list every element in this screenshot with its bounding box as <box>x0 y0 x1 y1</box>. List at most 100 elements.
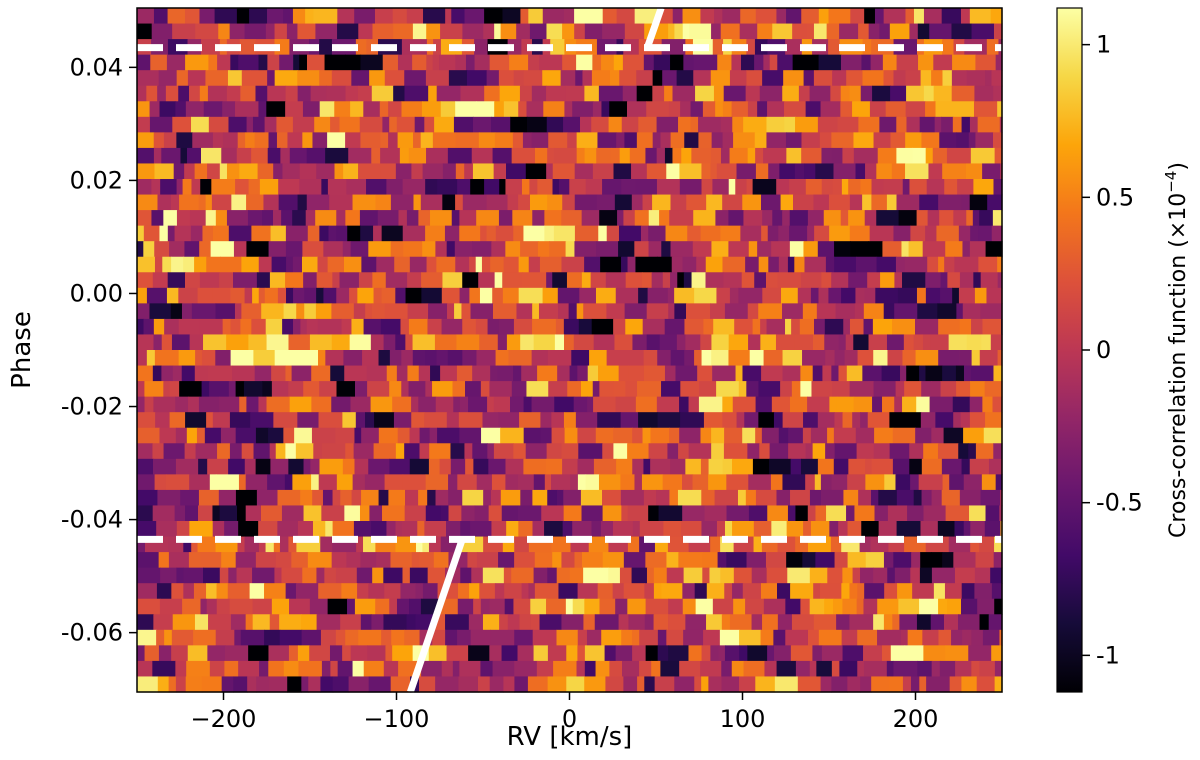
heatmap-cell <box>205 70 229 87</box>
heatmap-cell <box>801 8 820 25</box>
heatmap-cell <box>320 536 333 553</box>
heatmap-cell <box>389 350 402 367</box>
heatmap-cell <box>380 163 397 180</box>
heatmap-cell <box>315 210 337 227</box>
heatmap-cell <box>864 210 877 227</box>
heatmap-cell <box>491 521 507 538</box>
heatmap-cell <box>925 147 934 165</box>
heatmap-cell <box>656 396 680 413</box>
heatmap-cell <box>547 489 558 507</box>
heatmap-cell <box>993 365 1003 382</box>
heatmap-cell <box>563 318 580 336</box>
heatmap-cell <box>876 256 897 273</box>
heatmap-cell <box>940 272 948 289</box>
heatmap-cell <box>384 70 405 87</box>
heatmap-cell <box>869 101 887 118</box>
heatmap-cell <box>376 552 392 569</box>
heatmap-cell <box>531 132 549 149</box>
heatmap-cell <box>970 521 986 538</box>
heatmap-cell <box>945 241 964 258</box>
heatmap-cell <box>599 381 615 398</box>
heatmap-cell <box>871 194 888 211</box>
heatmap-cell <box>216 598 231 615</box>
heatmap-cell <box>265 318 283 336</box>
heatmap-cell <box>350 101 364 118</box>
heatmap-cell <box>745 489 757 507</box>
heatmap-cell <box>613 54 624 71</box>
heatmap-cell <box>429 443 452 460</box>
heatmap-cell <box>255 552 277 569</box>
heatmap-cell <box>925 225 938 242</box>
heatmap-cell <box>561 256 585 273</box>
heatmap-cell <box>428 645 448 662</box>
heatmap-cell <box>252 287 260 304</box>
heatmap-cell <box>975 552 995 569</box>
heatmap-cell <box>304 287 317 304</box>
heatmap-cell <box>172 614 196 631</box>
heatmap-cell <box>523 70 543 87</box>
heatmap-cell <box>471 567 484 584</box>
heatmap-cell <box>666 629 684 646</box>
heatmap-cell <box>491 241 506 258</box>
heatmap-cell <box>425 225 446 242</box>
heatmap-cell <box>186 660 211 678</box>
heatmap-cell <box>152 660 176 678</box>
heatmap-cell <box>377 210 400 227</box>
heatmap-cell <box>667 443 679 460</box>
heatmap-cell <box>602 8 618 25</box>
heatmap-cell <box>790 583 814 600</box>
heatmap-cell <box>677 272 685 289</box>
heatmap-cell <box>229 23 246 40</box>
heatmap-cell <box>608 567 621 584</box>
heatmap-cell <box>244 287 253 304</box>
heatmap-cell <box>533 567 548 584</box>
heatmap-cell <box>179 194 200 211</box>
heatmap-cell <box>353 521 372 538</box>
heatmap-cell <box>295 443 314 460</box>
heatmap-cell <box>852 101 871 118</box>
planet-trace-segment-1 <box>644 6 665 49</box>
heatmap-cell <box>561 210 583 227</box>
heatmap-cell <box>383 334 396 351</box>
heatmap-cell <box>705 272 725 289</box>
heatmap-cell <box>254 132 270 149</box>
heatmap-cell <box>702 567 711 584</box>
heatmap-cell <box>473 458 489 475</box>
heatmap-cell <box>850 8 865 25</box>
heatmap-cell <box>229 443 243 460</box>
heatmap-cell <box>251 225 272 242</box>
heatmap-cell <box>612 521 634 538</box>
heatmap-cell <box>546 85 567 102</box>
heatmap-cell <box>468 396 488 413</box>
heatmap-cell <box>404 505 427 522</box>
heatmap-cell <box>283 660 300 678</box>
heatmap-cell <box>884 583 898 600</box>
heatmap-cell <box>840 54 863 71</box>
heatmap-cell <box>632 458 645 475</box>
heatmap-cell <box>349 334 372 351</box>
colorbar: -1-0.500.51 Cross-correlation function (… <box>1056 7 1191 693</box>
heatmap-cell <box>331 552 347 569</box>
heatmap-cell <box>137 381 145 398</box>
heatmap-cell <box>311 396 332 413</box>
heatmap-cell <box>470 629 491 646</box>
heatmap-cell <box>805 443 814 460</box>
heatmap-cell <box>625 318 644 336</box>
heatmap-cell <box>833 598 844 615</box>
heatmap-cell <box>939 132 957 149</box>
heatmap-cell <box>137 427 161 444</box>
heatmap-cell <box>157 676 170 693</box>
heatmap-cell <box>948 334 968 351</box>
heatmap-cell <box>943 427 964 444</box>
heatmap-cell <box>632 334 648 351</box>
heatmap-cell <box>799 318 815 336</box>
heatmap-cell <box>358 163 382 180</box>
heatmap-cell <box>833 163 857 180</box>
heatmap-cell <box>760 194 782 211</box>
heatmap-cell <box>720 225 741 242</box>
heatmap-cell <box>420 132 434 149</box>
heatmap-cell <box>268 676 288 693</box>
heatmap-cell <box>421 272 444 289</box>
heatmap-cell <box>433 39 442 56</box>
heatmap-cell <box>428 458 441 475</box>
